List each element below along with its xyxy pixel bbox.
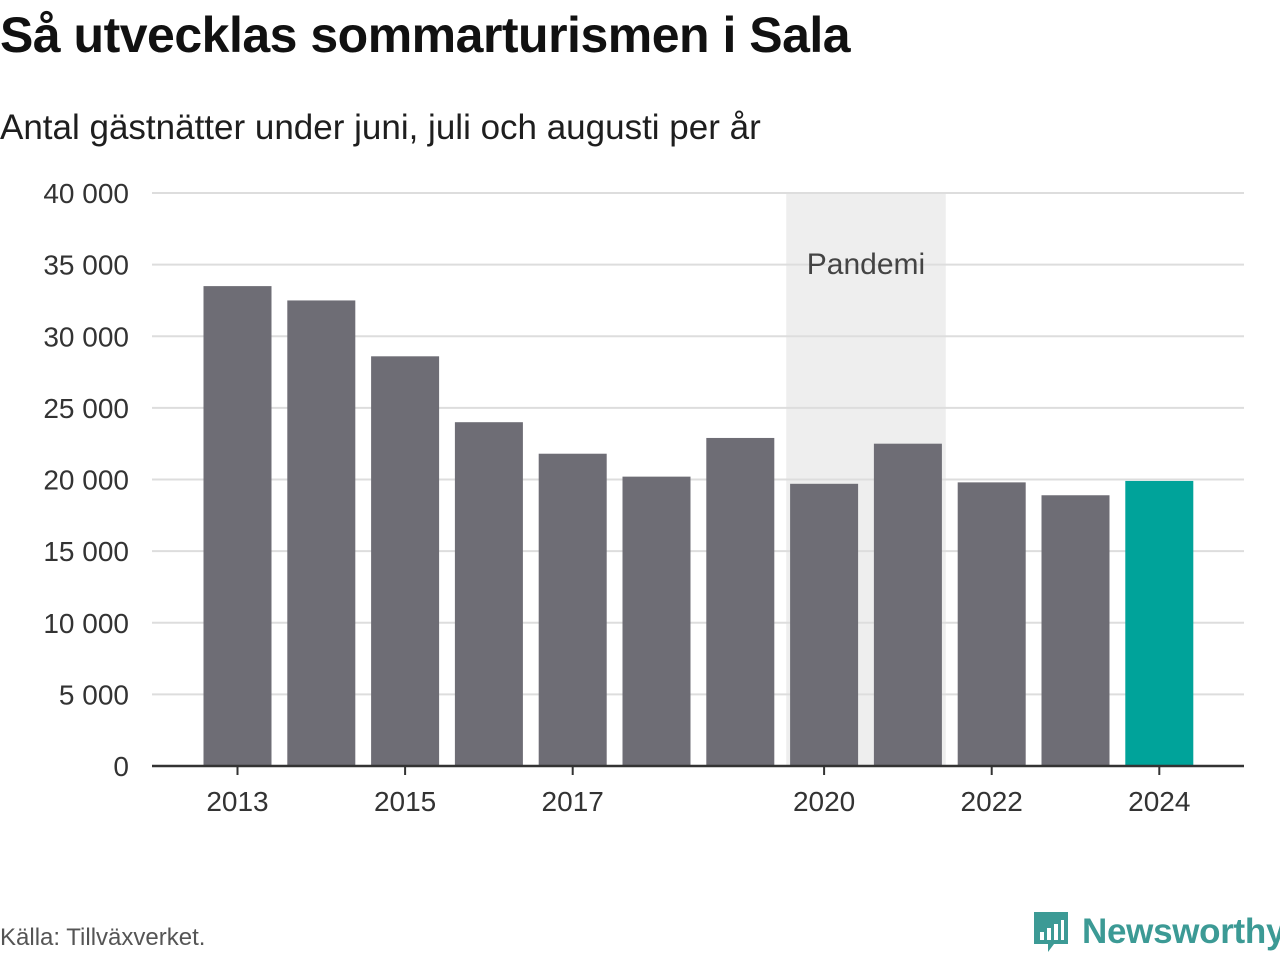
bar-2015 <box>371 356 440 766</box>
brand-logo[interactable]: Newsworthy <box>1030 908 1280 956</box>
y-tick-label: 20 000 <box>43 465 129 496</box>
y-tick-label: 30 000 <box>43 321 129 352</box>
x-tick-label: 2013 <box>206 786 268 817</box>
bar-chart: Pandemi 0 5 000 10 000 15 000 20 000 25 000 30 … <box>43 178 1244 817</box>
bar-2022 <box>957 482 1026 766</box>
y-tick-label: 10 000 <box>43 608 129 639</box>
y-tick-label: 25 000 <box>43 393 129 424</box>
x-tick-label: 2020 <box>793 786 855 817</box>
bar-2021 <box>873 443 942 766</box>
bar-2017 <box>538 453 607 766</box>
x-tick-label: 2017 <box>542 786 604 817</box>
source-note: Källa: Tillväxverket. <box>0 924 206 951</box>
bar-2014 <box>287 300 356 766</box>
bar-2024 <box>1125 480 1194 766</box>
y-tick-label: 35 000 <box>43 250 129 281</box>
bar-2019 <box>706 437 775 766</box>
chart-subtitle: Antal gästnätter under juni, juli och au… <box>0 108 761 147</box>
bar-2023 <box>1041 495 1110 766</box>
chart-title: Så utvecklas sommarturismen i Sala <box>0 7 851 63</box>
y-tick-label: 5 000 <box>59 679 129 710</box>
y-tick-label: 0 <box>113 751 129 782</box>
x-tick-label: 2015 <box>374 786 436 817</box>
x-tick-label: 2024 <box>1128 786 1190 817</box>
newsworthy-logo-icon <box>1034 912 1068 952</box>
bar-2013 <box>203 286 272 766</box>
bar-2020 <box>790 483 859 766</box>
y-tick-label: 40 000 <box>43 178 129 209</box>
pandemic-label: Pandemi <box>807 248 925 281</box>
y-tick-label: 15 000 <box>43 536 129 567</box>
x-tick-label: 2022 <box>961 786 1023 817</box>
bar-2016 <box>454 422 523 766</box>
bar-2018 <box>622 476 691 766</box>
brand-name: Newsworthy <box>1082 912 1280 951</box>
